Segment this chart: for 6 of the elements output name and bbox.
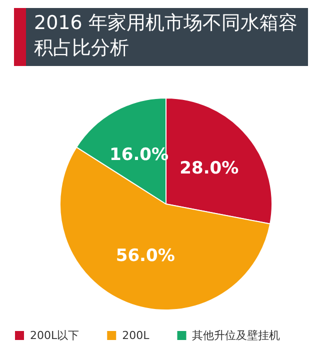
legend-label: 200L以下 <box>30 329 80 342</box>
legend-label: 其他升位及壁挂机 <box>192 329 280 342</box>
data-label: 28.0% <box>180 158 239 178</box>
legend-label: 200L <box>122 329 150 342</box>
chart-title: 2016 年家用机市场不同水箱容积占比分析 <box>34 11 298 61</box>
data-label: 56.0% <box>116 246 175 266</box>
